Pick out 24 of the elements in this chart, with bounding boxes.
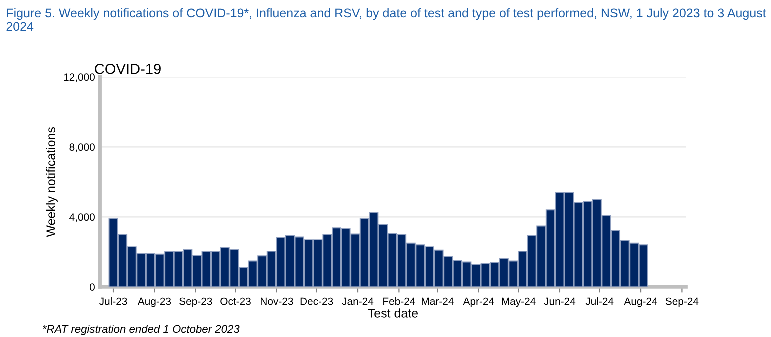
x-tick-label: Apr-24 [463, 298, 494, 308]
x-tick-label: Aug-24 [624, 298, 658, 308]
y-axis-title: Weekly notifications [46, 127, 58, 238]
x-tick-label: Jul-23 [99, 298, 128, 306]
x-axis-title: Test date [368, 308, 418, 318]
x-tick-label: Nov-23 [261, 298, 294, 306]
x-tick-label: Sep-24 [666, 298, 699, 308]
x-tick-label: Jan-24 [342, 298, 374, 306]
x-tick-label: Dec-23 [300, 298, 334, 306]
chart-subtitle: COVID-19 [95, 64, 161, 74]
text: *RAT registration ended 1 October 2023 [43, 324, 240, 336]
x-tick-label: Sep-23 [180, 298, 212, 308]
x-tick-label: May-24 [502, 298, 536, 308]
x-tick-label: Jun-24 [544, 298, 576, 306]
chart-title: Figure 5. Weekly notifications of COVID-19*, Influenza and RSV, by date of test and type of test performed, NSW, 1 July 2023 to 3 August 2024 [6, 8, 766, 32]
x-tick-label: Jul-24 [586, 298, 614, 306]
y-tick-label: 12,000 [64, 74, 95, 82]
y-tick-label: 8,000 [70, 144, 95, 152]
y-tick-label: 4,000 [70, 214, 95, 222]
x-tick-label: Mar-24 [422, 298, 454, 306]
y-tick-label: 0 [90, 284, 95, 291]
x-tick-label: Aug-23 [138, 298, 172, 308]
x-tick-label: Oct-23 [220, 298, 251, 306]
x-tick-label: Feb-24 [384, 298, 416, 306]
